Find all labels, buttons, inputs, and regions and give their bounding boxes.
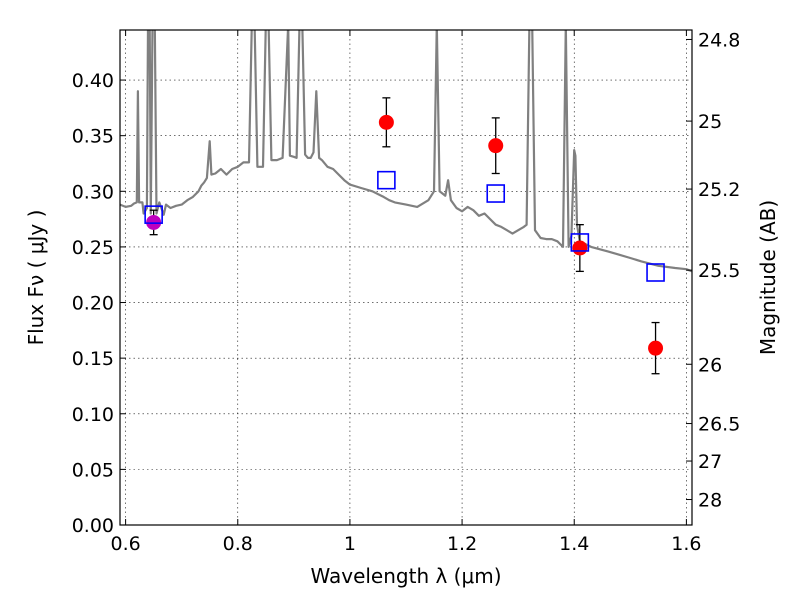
grid [120, 30, 692, 526]
right-axis-ticks: 24.8 25 25.2 25.5 26 26.5 27 28 [686, 29, 740, 512]
model-spectrum-layer [120, 30, 692, 273]
y-tick-label: 0.10 [72, 404, 114, 426]
y-tick-label: 0.05 [72, 459, 114, 481]
x-tick-label: 0.6 [110, 533, 140, 555]
x-tick-label: 1 [344, 533, 356, 555]
model-band-square [377, 170, 396, 190]
model-band-square [486, 184, 506, 203]
x-tick-label: 1.6 [671, 533, 701, 555]
model-spectrum-line [120, 30, 692, 273]
y-axis-ticks: 0.00 0.05 0.10 0.15 0.20 0.25 0.30 0.35 0.40 [72, 70, 126, 537]
right-axis-label: Magnitude (AB) [756, 200, 780, 355]
model-band-square [646, 263, 665, 282]
y-tick-label: 0.15 [72, 348, 114, 370]
photometry-point [648, 340, 664, 356]
right-tick-label: 25.5 [698, 260, 740, 282]
right-tick-label: 26.5 [698, 414, 740, 436]
y-tick-label: 0.40 [72, 70, 114, 92]
x-axis-label: Wavelength λ (μm) [310, 564, 501, 588]
x-tick-label: 1.4 [559, 533, 589, 555]
right-tick-label: 28 [698, 490, 722, 512]
y-axis-label: Flux Fν ( μJy ) [24, 210, 48, 346]
x-tick-label: 1.2 [447, 533, 477, 555]
plot-frame [119, 29, 693, 526]
y-tick-label: 0.30 [72, 181, 114, 203]
right-tick-label: 24.8 [698, 29, 740, 51]
photometry-point [378, 114, 394, 130]
y-tick-label: 0.00 [72, 515, 114, 537]
y-tick-label: 0.25 [72, 237, 114, 259]
x-axis-ticks: 0.6 0.8 1 1.2 1.4 1.6 [110, 30, 702, 555]
right-tick-label: 26 [698, 354, 722, 376]
photometry-point [572, 240, 588, 256]
photometry-markers [144, 97, 665, 375]
y-tick-label: 0.35 [72, 126, 114, 148]
plot-area [120, 30, 692, 273]
y-tick-label: 0.20 [72, 293, 114, 315]
model-band-square [144, 205, 163, 224]
right-tick-label: 27 [698, 451, 722, 473]
model-band-square [570, 233, 590, 252]
right-tick-label: 25.2 [698, 179, 740, 201]
right-tick-label: 25 [698, 111, 722, 133]
x-tick-label: 0.8 [223, 533, 253, 555]
photometry-point [488, 138, 504, 154]
